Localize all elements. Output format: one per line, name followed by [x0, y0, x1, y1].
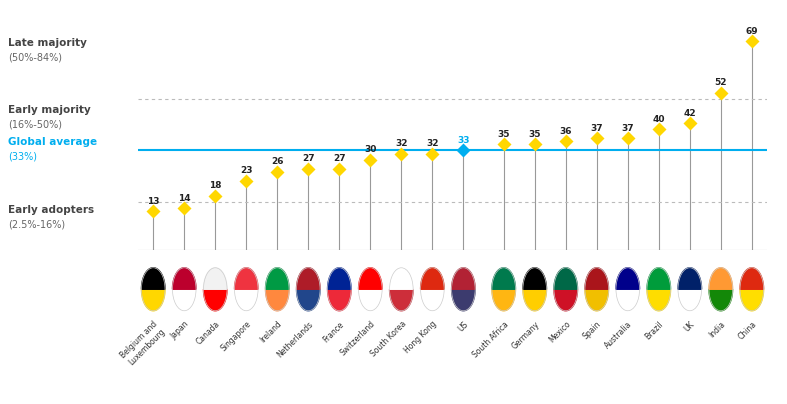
- Text: 40: 40: [652, 115, 665, 124]
- Text: Germany: Germany: [510, 320, 541, 351]
- Text: 32: 32: [395, 139, 408, 148]
- Polygon shape: [616, 268, 640, 289]
- Text: 27: 27: [302, 154, 315, 163]
- Text: Hong Kong: Hong Kong: [403, 320, 438, 355]
- Text: Belgium and
Luxembourg: Belgium and Luxembourg: [119, 320, 167, 367]
- Text: UK: UK: [682, 320, 696, 333]
- Polygon shape: [709, 289, 733, 311]
- Text: (16%-50%): (16%-50%): [8, 119, 62, 129]
- Polygon shape: [452, 289, 475, 311]
- Polygon shape: [204, 289, 227, 311]
- Polygon shape: [740, 289, 763, 311]
- Text: India: India: [708, 320, 727, 339]
- Polygon shape: [554, 289, 578, 311]
- Text: 52: 52: [715, 78, 727, 88]
- Text: (2.5%-16%): (2.5%-16%): [8, 219, 65, 229]
- Text: France: France: [321, 320, 345, 344]
- Polygon shape: [523, 268, 546, 289]
- Text: 18: 18: [209, 181, 221, 190]
- Polygon shape: [297, 289, 320, 311]
- Text: (33%): (33%): [8, 152, 37, 162]
- Text: Canada: Canada: [194, 320, 222, 347]
- Text: Spain: Spain: [582, 320, 603, 341]
- Polygon shape: [420, 268, 444, 289]
- Text: (50%-84%): (50%-84%): [8, 53, 62, 63]
- Text: Switzerland: Switzerland: [338, 320, 377, 358]
- Polygon shape: [492, 289, 515, 311]
- Polygon shape: [142, 268, 165, 289]
- Text: 27: 27: [333, 154, 345, 163]
- Polygon shape: [265, 268, 289, 289]
- Text: Late majority: Late majority: [8, 38, 87, 48]
- Polygon shape: [647, 268, 671, 289]
- Text: Netherlands: Netherlands: [275, 320, 315, 359]
- Text: 36: 36: [560, 127, 572, 136]
- Polygon shape: [297, 268, 320, 289]
- Text: 69: 69: [745, 27, 758, 36]
- Polygon shape: [709, 268, 733, 289]
- Polygon shape: [420, 289, 444, 311]
- Polygon shape: [492, 268, 515, 289]
- Polygon shape: [327, 268, 351, 289]
- Text: 30: 30: [364, 145, 376, 154]
- Polygon shape: [142, 289, 165, 311]
- Text: 37: 37: [622, 124, 634, 133]
- Text: 14: 14: [178, 194, 190, 203]
- Polygon shape: [585, 268, 608, 289]
- Text: South Africa: South Africa: [471, 320, 510, 359]
- Polygon shape: [585, 289, 608, 311]
- Text: Australia: Australia: [604, 320, 634, 350]
- Text: US: US: [456, 320, 470, 333]
- Polygon shape: [678, 289, 701, 311]
- Text: Brazil: Brazil: [644, 320, 665, 341]
- Polygon shape: [616, 289, 640, 311]
- Polygon shape: [265, 289, 289, 311]
- Text: 33: 33: [457, 136, 470, 145]
- Polygon shape: [740, 268, 763, 289]
- Text: Early adopters: Early adopters: [8, 205, 94, 215]
- Polygon shape: [390, 289, 413, 311]
- Text: 37: 37: [590, 124, 603, 133]
- Text: 26: 26: [271, 157, 283, 166]
- Text: South Korea: South Korea: [368, 320, 408, 359]
- Polygon shape: [172, 289, 196, 311]
- Polygon shape: [523, 289, 546, 311]
- Polygon shape: [235, 268, 258, 289]
- Text: 35: 35: [497, 130, 510, 139]
- Text: Japan: Japan: [169, 320, 190, 341]
- Text: Ireland: Ireland: [258, 320, 283, 345]
- Text: 13: 13: [147, 197, 160, 206]
- Polygon shape: [235, 289, 258, 311]
- Polygon shape: [390, 268, 413, 289]
- Text: Global average: Global average: [8, 137, 97, 147]
- Text: Singapore: Singapore: [219, 320, 253, 354]
- Polygon shape: [204, 268, 227, 289]
- Polygon shape: [678, 268, 701, 289]
- Polygon shape: [359, 268, 382, 289]
- Polygon shape: [452, 268, 475, 289]
- Text: 42: 42: [683, 109, 696, 118]
- Polygon shape: [359, 289, 382, 311]
- Text: 32: 32: [426, 139, 438, 148]
- Polygon shape: [327, 289, 351, 311]
- Polygon shape: [647, 289, 671, 311]
- Polygon shape: [172, 268, 196, 289]
- Text: Mexico: Mexico: [547, 320, 572, 345]
- Text: Early majority: Early majority: [8, 105, 91, 115]
- Text: China: China: [737, 320, 758, 341]
- Text: 23: 23: [240, 166, 253, 175]
- Polygon shape: [554, 268, 578, 289]
- Text: 35: 35: [528, 130, 541, 139]
